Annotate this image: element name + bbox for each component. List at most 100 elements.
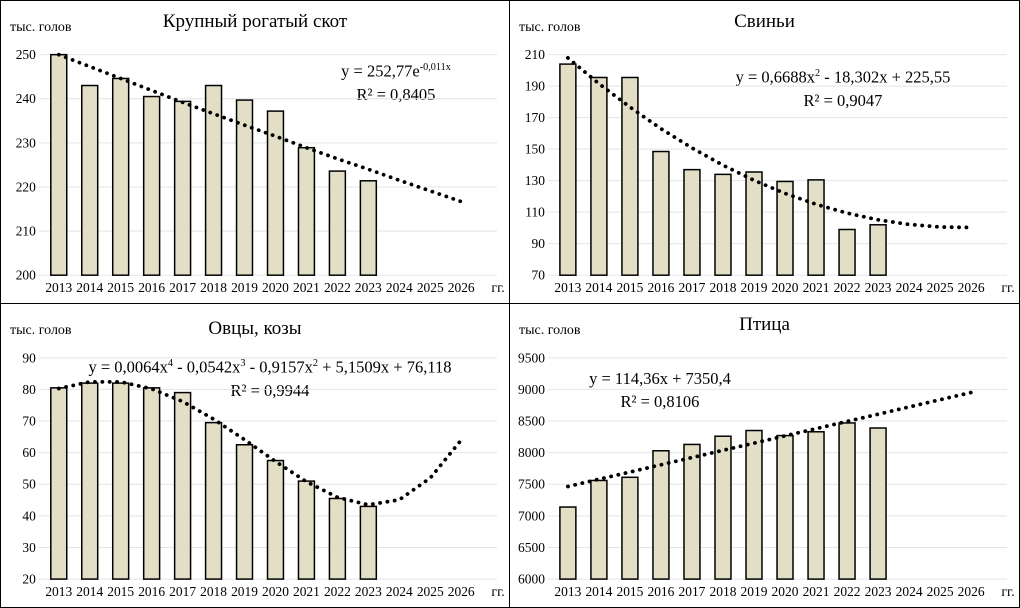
x-axis-tick-label: 2014	[585, 584, 612, 599]
bar-2018	[204, 421, 223, 580]
x-axis-unit-label: гг.	[491, 281, 504, 296]
y-axis-tick-label: 60	[22, 445, 36, 460]
x-axis-tick-label: 2013	[45, 584, 72, 599]
x-axis-tick-label: 2025	[927, 280, 954, 295]
chart-title-sheep-goats: Овцы, козы	[208, 318, 302, 339]
y-axis-tick-label: 210	[16, 224, 36, 239]
x-axis-tick-label: 2018	[710, 584, 737, 599]
bar-2019	[235, 99, 254, 276]
bar-2016	[652, 150, 670, 276]
bar-2017	[173, 391, 192, 580]
x-axis-tick-label: 2022	[834, 280, 861, 295]
y-axis-tick-label: 230	[16, 135, 36, 150]
bar-2019	[745, 429, 763, 580]
bar-2020	[776, 180, 794, 276]
bar-2019	[235, 444, 254, 580]
x-axis-tick-label: 2018	[200, 584, 227, 599]
y-axis-tick-label: 80	[22, 382, 36, 397]
x-axis-tick-label: 2015	[616, 280, 643, 295]
equation-label: y = 252,77e-0,011x	[341, 61, 451, 81]
r-squared-label: R² = 0,8106	[620, 392, 700, 411]
r-squared-label: R² = 0,9047	[803, 90, 883, 110]
x-axis-tick-label: 2026	[448, 584, 475, 599]
bar-2018	[204, 84, 223, 276]
y-axis-unit-label: тыс. голов	[519, 20, 581, 35]
bar-2016	[652, 450, 670, 580]
bar-2023	[359, 180, 378, 276]
x-axis-tick-label: 2018	[200, 280, 227, 295]
x-axis-tick-label: 2023	[355, 584, 382, 599]
equation-label: y = 0,0064x4 - 0,0542x3 - 0,9157x2 + 5,1…	[88, 357, 452, 377]
x-axis-tick-label: 2024	[386, 280, 413, 295]
x-axis-tick-label: 2026	[958, 280, 985, 295]
x-axis-unit-label: гг.	[1001, 585, 1014, 600]
bar-2016	[142, 387, 161, 580]
trendline	[56, 379, 464, 507]
x-axis-tick-label: 2023	[355, 280, 382, 295]
x-axis-tick-label: 2020	[262, 584, 289, 599]
y-axis-unit-label: тыс. голов	[10, 20, 72, 35]
bar-2017	[683, 168, 701, 276]
x-axis-tick-label: 2013	[45, 280, 72, 295]
bar-2021	[807, 431, 825, 580]
bar-2023	[359, 505, 378, 580]
y-axis-tick-label: 130	[525, 173, 545, 188]
x-axis-tick-label: 2021	[293, 280, 320, 295]
y-axis-tick-label: 40	[22, 508, 36, 523]
sheep-goats-plot-area: 90 80 70 60 50 40 30 20 2013 2014 2015 2016 2017 2018…	[22, 350, 504, 600]
x-axis-tick-label: 2019	[231, 280, 258, 295]
x-axis-tick-label: 2016	[138, 584, 165, 599]
x-axis-tick-label: 2022	[834, 584, 861, 599]
y-axis-tick-label: 90	[531, 236, 545, 251]
bar-2019	[745, 171, 763, 276]
x-axis-unit-label: гг.	[491, 585, 504, 600]
y-axis-tick-label: 6000	[518, 572, 545, 587]
x-axis-tick-label: 2021	[803, 280, 830, 295]
bar-2014	[81, 382, 99, 580]
y-axis-tick-label: 250	[16, 47, 36, 62]
bar-2015	[111, 382, 130, 580]
trendline	[56, 52, 464, 204]
bar-2018	[714, 435, 732, 580]
x-axis-tick-label: 2020	[262, 280, 289, 295]
bar-2022	[328, 170, 347, 276]
y-axis-tick-label: 20	[22, 572, 36, 587]
x-axis-tick-label: 2026	[448, 280, 475, 295]
bar-2014	[590, 479, 608, 580]
chart-panel-poultry: тыс. голов Птица y = 114,36x + 7350,4 R²…	[510, 304, 1019, 607]
y-axis-tick-label: 70	[531, 268, 545, 283]
x-axis-tick-label: 2014	[76, 280, 103, 295]
x-axis-tick-label: 2017	[679, 584, 706, 599]
bar-2015	[621, 476, 639, 580]
bar-2013	[50, 387, 68, 580]
x-axis-tick-label: 2014	[76, 584, 103, 599]
trend-equation-block: y = 114,36x + 7350,4 R² = 0,8106	[565, 367, 755, 413]
x-axis-tick-label: 2015	[107, 584, 134, 599]
x-axis-tick-label: 2015	[616, 584, 643, 599]
bar-2022	[838, 422, 856, 580]
x-axis-tick-label: 2013	[554, 584, 581, 599]
y-axis-tick-label: 9000	[518, 382, 545, 397]
x-axis-tick-label: 2016	[647, 280, 674, 295]
y-axis-tick-label: 50	[22, 477, 36, 492]
y-axis-tick-label: 150	[525, 142, 545, 157]
y-axis-tick-label: 110	[525, 205, 545, 220]
y-axis-unit-label: тыс. голов	[519, 323, 581, 338]
y-axis-tick-label: 190	[525, 79, 545, 94]
x-axis-tick-label: 2016	[647, 584, 674, 599]
x-axis-tick-label: 2020	[772, 280, 799, 295]
chart-panel-pigs: тыс. голов Свиньи y = 0,6688x2 - 18,302x…	[510, 1, 1019, 304]
y-axis-tick-label: 7500	[518, 477, 545, 492]
bar-2013	[559, 506, 577, 580]
x-axis-tick-label: 2018	[710, 280, 737, 295]
y-axis-tick-label: 8000	[518, 445, 545, 460]
bar-2013	[559, 63, 577, 276]
bar-2022	[328, 497, 347, 580]
x-axis-tick-label: 2022	[324, 584, 351, 599]
bar-2020	[776, 434, 794, 580]
y-axis-tick-label: 210	[525, 47, 545, 62]
x-axis-tick-label: 2020	[772, 584, 799, 599]
poultry-plot-area: 9500 9000 8500 8000 7500 7000 6500 6000 2013 2014…	[518, 350, 1015, 600]
bar-2017	[683, 443, 701, 580]
